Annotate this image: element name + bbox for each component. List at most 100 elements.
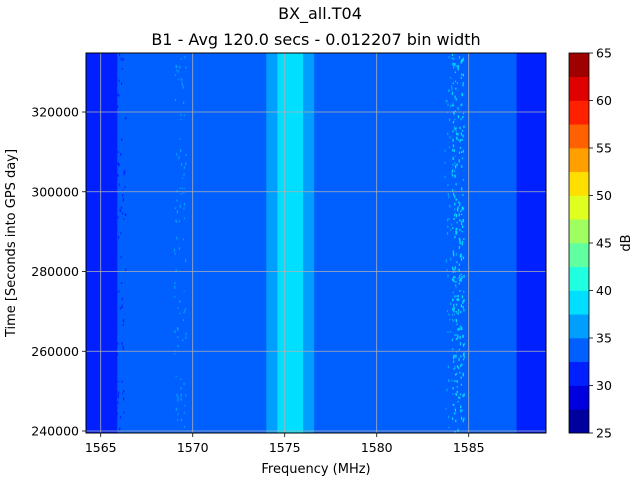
speckle-point [183, 114, 186, 117]
speckle-point [456, 295, 458, 297]
speckle-point [119, 208, 121, 212]
speckle-point [461, 187, 463, 191]
speckle-point [184, 310, 186, 313]
speckle-point [450, 302, 452, 306]
speckle-point [452, 102, 454, 105]
speckle-point [114, 157, 117, 161]
speckle-point [118, 428, 121, 431]
speckle-point [179, 312, 181, 315]
speckle-point [452, 82, 454, 85]
speckle-point [183, 191, 185, 194]
speckle-point [458, 282, 460, 285]
band [86, 53, 104, 433]
speckle-point [175, 407, 177, 411]
speckle-point [457, 65, 460, 68]
speckle-point [457, 334, 459, 338]
speckle-point [117, 162, 120, 166]
speckle-point [456, 132, 458, 136]
speckle-point [462, 256, 465, 260]
speckle-point [456, 323, 458, 326]
speckle-point [454, 374, 457, 376]
speckle-point [120, 206, 122, 209]
speckle-point [446, 269, 448, 272]
speckle-point [462, 358, 465, 361]
speckle-point [174, 281, 176, 284]
speckle-point [174, 330, 176, 334]
speckle-point [461, 73, 463, 76]
speckle-point [452, 121, 454, 124]
speckle-point [450, 223, 453, 226]
speckle-point [116, 412, 118, 415]
speckle-point [453, 307, 455, 310]
speckle-point [454, 110, 457, 112]
speckle-point [123, 397, 125, 401]
speckle-point [115, 412, 117, 414]
speckle-point [121, 59, 123, 61]
speckle-point [183, 166, 185, 169]
speckle-point [454, 127, 456, 131]
speckle-point [460, 328, 462, 331]
speckle-point [121, 342, 123, 345]
speckle-point [447, 415, 450, 419]
speckle-point [459, 219, 461, 222]
speckle-point [457, 107, 459, 110]
band [117, 53, 267, 433]
speckle-point [114, 307, 116, 310]
speckle-point [455, 286, 457, 289]
speckle-point [463, 274, 465, 278]
speckle-point [119, 416, 122, 419]
speckle-point [457, 401, 459, 403]
speckle-point [444, 175, 446, 179]
speckle-point [457, 294, 459, 298]
speckle-point [452, 393, 454, 396]
speckle-point [184, 55, 186, 59]
speckle-point [447, 225, 449, 229]
colorbar: 25 30 35 40 45 50 55 60 65 [568, 46, 612, 441]
speckle-point [120, 232, 122, 235]
speckle-point [460, 278, 462, 282]
speckle-point [461, 255, 463, 258]
speckle-point [461, 165, 463, 168]
speckle-point [114, 221, 116, 224]
speckle-point [122, 348, 125, 350]
speckle-point [456, 137, 458, 140]
speckle-point [459, 126, 461, 130]
chart-title: B1 - Avg 120.0 secs - 0.012207 bin width [151, 30, 480, 49]
speckle-point [180, 378, 182, 381]
speckle-point [462, 82, 464, 84]
speckle-point [455, 127, 457, 129]
speckle-point [459, 204, 461, 206]
speckle-point [444, 161, 446, 164]
speckle-point [454, 195, 456, 199]
speckle-point [448, 217, 450, 220]
speckle-point [454, 236, 456, 239]
speckle-point [446, 388, 448, 392]
speckle-point [451, 57, 453, 59]
speckle-point [458, 151, 461, 154]
speckle-point [454, 431, 456, 433]
speckle-point [459, 289, 461, 292]
speckle-point [448, 196, 450, 199]
speckle-point [455, 252, 457, 256]
speckle-point [462, 179, 465, 181]
speckle-point [115, 221, 117, 225]
speckle-point [121, 380, 123, 383]
speckle-point [445, 259, 447, 263]
speckle-point [451, 278, 454, 281]
speckle-point [115, 107, 117, 109]
colorbar-tick-label: 65 [596, 46, 612, 61]
speckle-point [455, 198, 457, 201]
speckle-point [448, 426, 450, 429]
speckle-point [179, 204, 181, 208]
speckle-point [185, 66, 187, 69]
speckle-point [460, 416, 463, 420]
colorbar-swatch [569, 243, 589, 268]
speckle-point [456, 303, 458, 306]
speckle-point [452, 307, 454, 311]
speckle-point [453, 431, 456, 433]
speckle-point [180, 149, 182, 153]
speckle-point [454, 118, 456, 121]
speckle-point [462, 419, 464, 423]
y-axis: 240000 260000 280000 300000 320000 [31, 105, 86, 439]
speckle-point [117, 395, 119, 398]
